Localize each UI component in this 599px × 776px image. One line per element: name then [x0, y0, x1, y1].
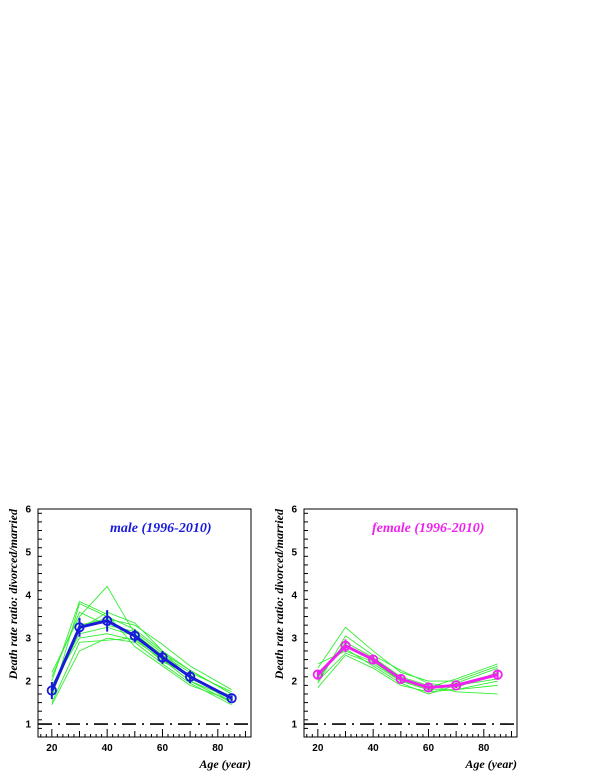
y-tick-label: 6 — [291, 505, 297, 516]
data-point — [451, 680, 462, 691]
x-axis-ticks: 20 40 60 80 — [306, 729, 518, 754]
y-tick-label: 3 — [291, 634, 297, 645]
main-series-group — [312, 639, 503, 693]
y-axis-label: Death rate ratio: divorced/married — [272, 508, 286, 680]
background-series-group — [51, 585, 232, 706]
data-point — [129, 630, 140, 642]
y-tick-label: 2 — [291, 677, 297, 688]
x-tick-label: 20 — [46, 743, 58, 754]
main-series-group — [46, 610, 237, 704]
data-point — [312, 669, 323, 680]
y-axis-ticks: 1 2 3 4 5 6 — [25, 505, 42, 738]
x-tick-label: 80 — [212, 743, 224, 754]
y-axis-ticks: 1 2 3 4 5 6 — [291, 505, 308, 738]
x-tick-label: 60 — [423, 743, 435, 754]
plot-frame — [37, 508, 252, 738]
y-tick-label: 3 — [25, 634, 31, 645]
y-tick-label: 5 — [291, 548, 297, 559]
y-tick-label: 6 — [25, 505, 31, 516]
background-series-group — [317, 626, 498, 695]
data-point — [46, 685, 57, 696]
y-axis-label: Death rate ratio: divorced/married — [6, 508, 20, 680]
data-point — [423, 682, 434, 693]
x-tick-label: 40 — [102, 743, 114, 754]
background-series-line — [51, 600, 232, 701]
male-chart-panel: 1 2 3 4 5 6 20 40 60 80 male (1996-2010) Age (ye… — [6, 505, 252, 771]
female-chart-panel: 1 2 3 4 5 6 20 40 60 80 female (1996-2010) Age (… — [272, 505, 518, 771]
x-axis-ticks: 20 40 60 80 — [40, 729, 252, 754]
x-tick-label: 20 — [312, 743, 324, 754]
data-point — [185, 671, 196, 682]
x-axis-label: Age (year) — [464, 757, 517, 771]
y-tick-label: 1 — [291, 720, 297, 731]
x-tick-label: 80 — [478, 743, 490, 754]
data-point — [340, 640, 351, 651]
y-tick-label: 4 — [25, 591, 31, 602]
chart-title: female (1996-2010) — [372, 521, 484, 536]
data-point — [368, 654, 379, 665]
x-axis-label: Age (year) — [198, 757, 251, 771]
data-point — [395, 673, 406, 685]
data-point — [102, 615, 113, 626]
x-tick-label: 40 — [368, 743, 380, 754]
data-point — [226, 693, 237, 704]
data-point — [492, 669, 503, 680]
x-tick-label: 60 — [157, 743, 169, 754]
background-series-line — [51, 626, 232, 699]
plot-frame — [303, 508, 518, 738]
background-series-line — [317, 652, 498, 691]
background-series-line — [51, 637, 232, 706]
data-point — [157, 652, 168, 663]
y-tick-label: 1 — [25, 720, 31, 731]
y-tick-label: 4 — [291, 591, 297, 602]
y-tick-label: 2 — [25, 677, 31, 688]
data-point — [74, 622, 85, 633]
y-tick-label: 5 — [25, 548, 31, 559]
background-series-line — [317, 650, 498, 691]
chart-title: male (1996-2010) — [110, 521, 211, 536]
